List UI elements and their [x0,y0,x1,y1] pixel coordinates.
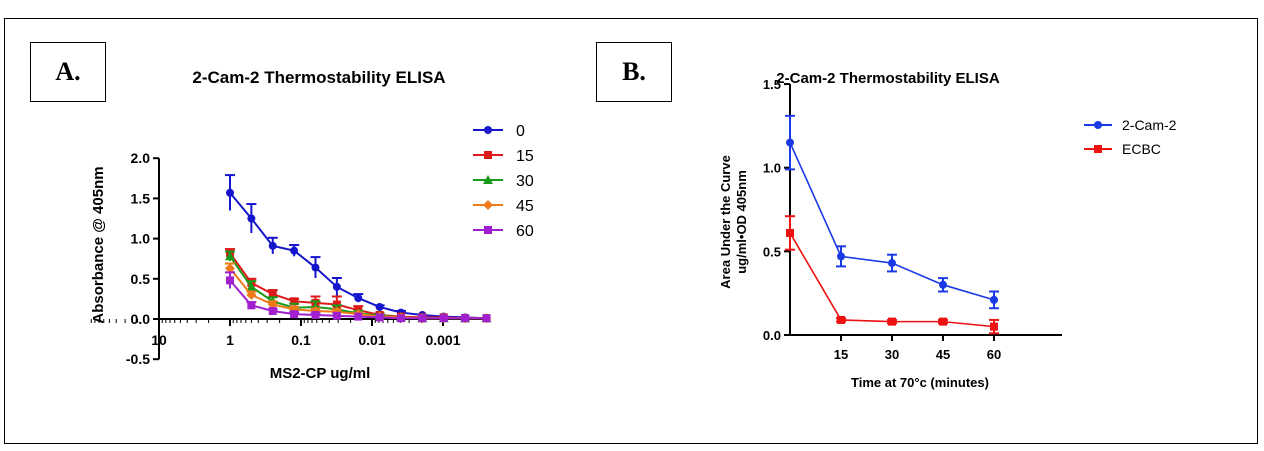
chart-a-series [225,174,492,324]
chart-a-point [225,263,235,274]
chart-a-point [461,314,470,323]
chart-a-legend-label: 15 [516,148,534,165]
chart-a-point [439,314,448,323]
chart-a-point [225,251,235,261]
chart-a-y-tick-label: 0.5 [131,271,151,287]
chart-a-point [290,246,299,255]
chart-a-legend-marker [484,226,492,234]
chart-a-point [332,282,341,291]
chart-a-point [418,314,427,323]
chart-a-point [375,302,384,311]
chart-a-legend-label: 45 [516,198,534,215]
chart-a-point [268,306,277,315]
chart-a-legend-marker [484,126,492,134]
chart-a-point [396,314,405,323]
chart-a-axes: 2.0 1.5 1.0 0.5 0.0 -0.510 1 0.1 0.01 0.001 [90,150,490,367]
chart-a-point [268,290,277,299]
chart-a-point [246,281,257,291]
chart-a-point [354,294,363,303]
chart-a-point [226,276,234,285]
chart-a-point [247,214,256,223]
chart-a-y-tick-label: -0.5 [126,351,150,367]
chart-a-point [332,311,341,320]
chart-a-y-tick-label: 0.0 [131,311,151,327]
chart-a-point [290,310,299,319]
chart-a-y-tick-label: 1.5 [131,190,151,206]
chart-a-point [375,313,384,322]
chart-a-x-tick-label: 10 [151,332,167,348]
chart-a-ylabel: Absorbance @ 405nm [90,166,107,323]
chart-a-point [226,188,234,197]
chart-a-legend-label: 60 [516,223,534,240]
chart-a-xlabel: MS2-CP ug/ml [270,365,371,382]
chart-a-legend-marker [483,175,493,184]
chart-a-point [482,314,491,323]
chart-a-legend: 0 15 30 45 60 [473,123,534,240]
panel-a-label: A. [30,42,106,102]
chart-a-x-tick-label: 0.01 [358,332,385,348]
chart-a-point [268,241,277,250]
chart-a-legend-label: 30 [516,173,534,190]
chart-a-point [246,289,257,300]
chart-a-point [247,301,256,310]
chart-a-title: 2-Cam-2 Thermostability ELISA [192,68,445,87]
panel-b-label: B. [596,42,672,102]
chart-a-x-tick-label: 0.1 [291,332,311,348]
chart-a-point [311,263,320,272]
chart-a-y-tick-label: 2.0 [131,150,151,166]
chart-a-point [290,297,299,306]
chart-a: 2-Cam-2 Thermostability ELISA MS2-CP ug/… [90,68,534,382]
chart-a-legend-marker [484,151,492,159]
chart-a-legend-label: 0 [516,123,525,140]
chart-a-legend-marker [483,200,493,210]
chart-a-x-tick-label: 1 [226,332,234,348]
chart-a-y-tick-label: 1.0 [131,231,151,247]
chart-a-x-tick-label: 0.001 [425,332,460,348]
chart-a-point [354,312,363,321]
chart-a-point [311,310,320,319]
